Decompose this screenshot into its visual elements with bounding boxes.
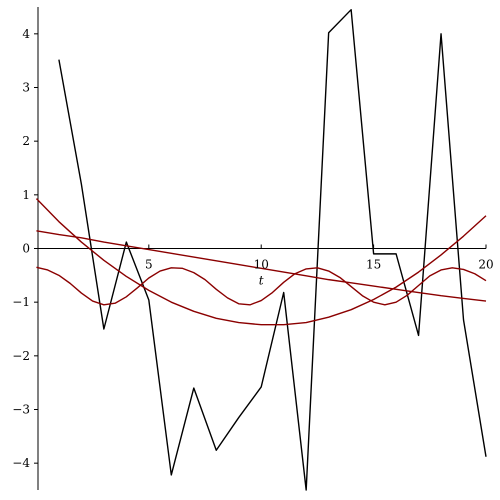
y-tick-label: −3 [12,403,30,417]
x-axis-label: t [259,274,264,288]
y-tick-label: 2 [22,134,30,148]
y-tick-label: 0 [22,242,30,256]
x-tick-label: 10 [254,258,269,272]
x-tick-label: 15 [366,258,381,272]
series-layer [35,8,487,491]
axes [37,7,486,490]
y-tick-label: 4 [22,27,30,41]
series-line-1 [58,8,487,491]
x-tick-label: 20 [478,258,493,272]
y-tick-label: −2 [12,349,30,363]
series-line-3 [35,198,487,326]
y-tick-label: 1 [22,188,30,202]
tick-layer: −4 −3 −2 −1 0 1 2 3 4 5 10 15 20 [12,27,493,470]
y-tick-label: −4 [12,456,30,470]
y-tick-label: 3 [22,81,30,95]
y-tick-label: −1 [12,295,30,309]
x-tick-label: 5 [145,258,153,272]
series-line-4 [36,266,487,306]
